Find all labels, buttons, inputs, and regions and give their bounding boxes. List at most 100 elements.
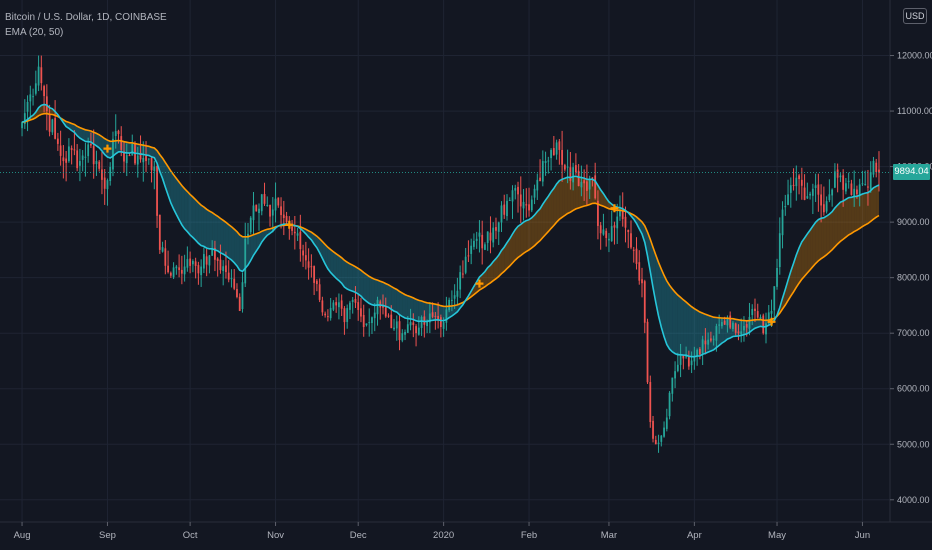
ema-cloud-segment (821, 217, 824, 259)
ema-cloud-segment (143, 145, 147, 156)
candle-body (621, 210, 624, 220)
candle-body (616, 216, 619, 229)
candle-body (484, 244, 486, 250)
candle-body (183, 266, 186, 275)
candle-body (676, 364, 679, 371)
ema-cloud-segment (85, 129, 89, 142)
candle-body (335, 302, 338, 306)
candle-body (354, 298, 357, 303)
candle-body (310, 266, 313, 268)
ema-cloud-segment (531, 214, 535, 248)
candle-body (211, 249, 214, 256)
candle-body (649, 381, 652, 423)
ema-cloud-segment (338, 255, 342, 284)
candle-body (743, 325, 745, 331)
candle-body (266, 204, 269, 206)
ema-cloud-segment (358, 268, 361, 297)
candle-body (161, 247, 164, 252)
ema-cloud-segment (250, 234, 254, 261)
ema-cloud-segment (713, 317, 717, 350)
ema-cloud-segment (537, 208, 541, 244)
candle-body (384, 307, 387, 317)
candle-body (577, 170, 580, 187)
ema-lines (21, 103, 880, 358)
ema-cloud-segment (675, 292, 678, 355)
candle-body (602, 229, 605, 235)
ema-cloud-segment (88, 130, 91, 143)
candle-body (244, 238, 247, 284)
ema-cloud-segment (655, 254, 659, 316)
candle-body (787, 194, 789, 205)
ema-cloud-segment (473, 281, 477, 295)
candle-body (723, 320, 726, 325)
time-axis[interactable]: Aug Sep Oct Nov Dec 2020 Feb Mar Apr May Jun (0, 521, 932, 541)
ema-cloud-segment (256, 232, 260, 252)
price-tick-label: 9000.00 (897, 217, 930, 227)
ema-cloud-segment (123, 141, 127, 153)
ema-cloud-segment (421, 301, 425, 322)
ema-cloud-segment (391, 286, 395, 312)
candle-body (258, 208, 260, 213)
candle-body (525, 204, 528, 206)
ema-cloud-segment (311, 232, 315, 245)
ema-cloud-segment (542, 200, 546, 238)
candle-body (147, 158, 150, 160)
ema-cloud-segment (168, 166, 171, 203)
ema-cloud-segment (606, 197, 609, 209)
candle-body (522, 201, 525, 209)
candle-body (191, 261, 194, 265)
price-axis[interactable]: 4000.00 5000.00 6000.00 7000.00 8000.00 9000.… (889, 0, 932, 522)
candle-body (216, 258, 219, 261)
ema-cloud-segment (677, 295, 681, 355)
ema-cloud-segment (344, 260, 348, 289)
candle-body (450, 299, 453, 301)
ema-cloud-segment (495, 255, 499, 279)
candle-body (693, 356, 696, 362)
ema-cloud-segment (352, 265, 356, 293)
currency-button[interactable]: USD (903, 8, 927, 24)
ema-cloud-segment (349, 263, 353, 292)
time-tick-label: Apr (687, 530, 702, 541)
candle-body (754, 308, 756, 311)
ema-cloud-segment (418, 300, 422, 322)
candle-body (665, 417, 668, 429)
candle-body (263, 194, 266, 204)
ema-cloud-segment (493, 258, 496, 281)
candle-body (762, 315, 765, 334)
candle-body (249, 217, 252, 233)
ema-cloud-segment (388, 284, 392, 310)
candle-body (79, 161, 81, 166)
candle-body (712, 338, 715, 340)
ema-cloud-segment (509, 233, 513, 266)
ema-cloud-segment (236, 231, 240, 271)
candle-body (605, 230, 608, 238)
candle-body (238, 296, 241, 311)
ema-cloud-segment (181, 185, 185, 229)
ema-cloud-segment (369, 276, 372, 305)
ema-cloud-segment (859, 194, 863, 229)
ema-cloud-segment (137, 144, 141, 155)
ema-cloud-segment (198, 202, 202, 246)
candle-body (563, 165, 566, 170)
candle-body (555, 142, 558, 155)
indicator-title[interactable]: EMA (20, 50) (5, 27, 64, 38)
candle-body (398, 321, 401, 341)
candle-body (569, 167, 572, 181)
candle-body (660, 435, 663, 442)
ema-cloud-segment (556, 180, 560, 223)
ema-cloud-segment (228, 224, 232, 260)
ema-cloud-segment (217, 216, 221, 253)
cross-marker (767, 317, 776, 326)
candle-body (497, 222, 500, 232)
ema-cloud-segment (672, 288, 676, 354)
candle-body (875, 162, 878, 173)
ema-cloud-segment (840, 201, 844, 242)
ema-cloud-segment (697, 310, 700, 357)
candle-body (470, 245, 473, 254)
candle-body (591, 177, 594, 179)
candle-body (395, 321, 398, 329)
ema-cloud-segment (818, 218, 822, 261)
candle-body (40, 67, 43, 84)
candle-body (340, 300, 343, 309)
